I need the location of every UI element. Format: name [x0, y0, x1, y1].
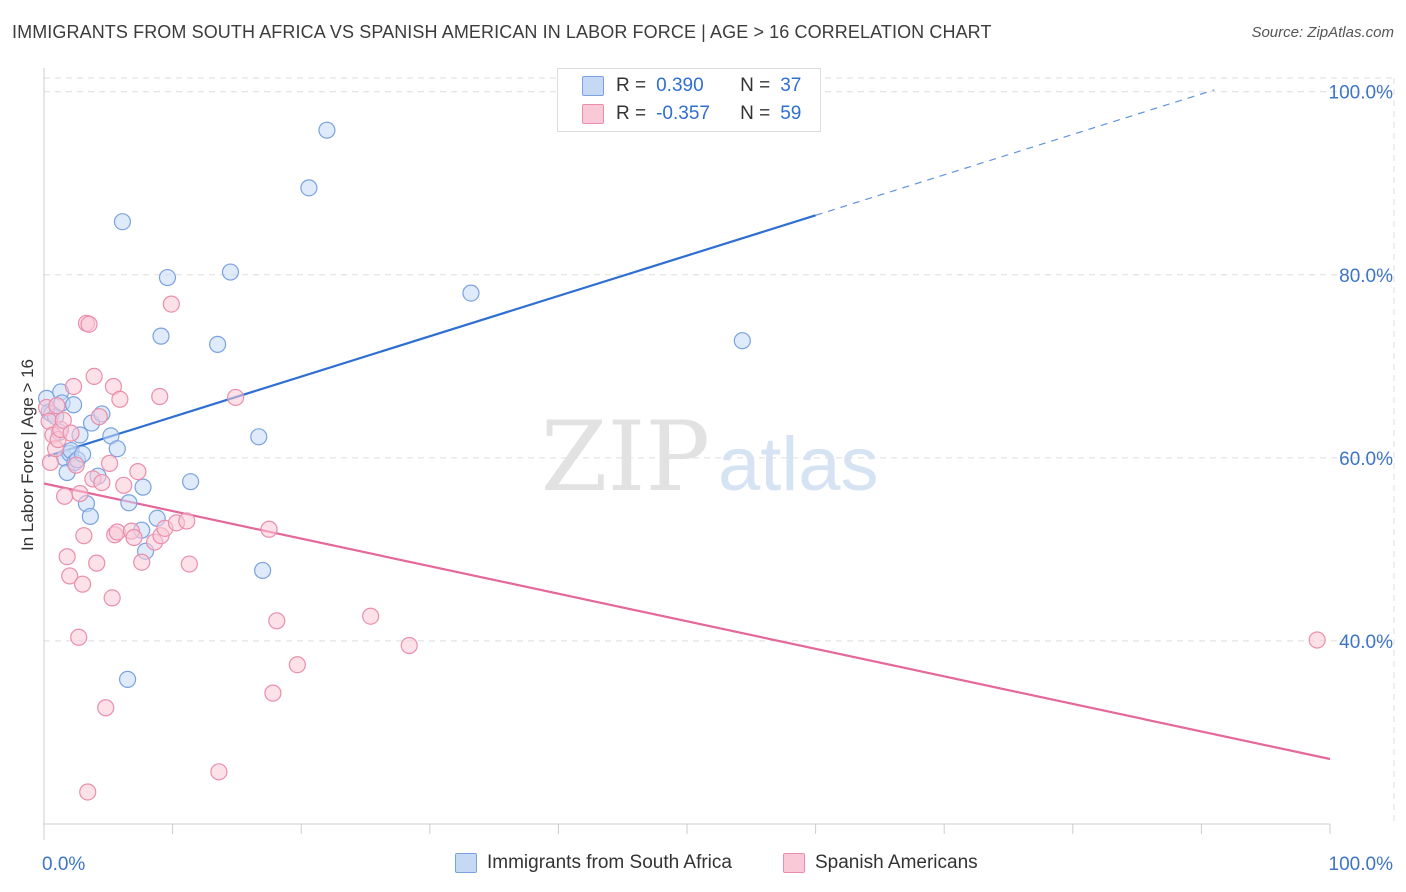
point-spanish-american: [111, 390, 129, 408]
point-south-africa: [182, 473, 200, 491]
source-label: Source: ZipAtlas.com: [1251, 24, 1394, 41]
point-spanish-american: [100, 454, 119, 472]
point-spanish-american: [67, 456, 85, 474]
legend-r-value: 0.390: [656, 75, 704, 96]
point-spanish-american: [362, 607, 380, 625]
trend-line-south-africa: [47, 214, 816, 458]
point-spanish-american: [129, 462, 147, 481]
point-spanish-american: [264, 684, 282, 702]
point-spanish-american: [260, 520, 278, 538]
point-south-africa: [300, 179, 318, 197]
legend-item-south-africa: Immigrants from South Africa: [455, 852, 732, 874]
legend-swatch-blue: [455, 853, 477, 873]
tick-labels: 40.0% 60.0% 80.0% 100.0% 0.0% 100.0%: [42, 83, 1393, 875]
y-tick-label: 60.0%: [1339, 449, 1393, 470]
y-tick-label: 40.0%: [1339, 632, 1393, 653]
point-spanish-american: [151, 387, 169, 406]
point-spanish-american: [80, 315, 98, 333]
data-points: [37, 121, 1326, 801]
legend-swatch-pink: [783, 853, 805, 873]
point-spanish-american: [97, 699, 115, 717]
point-south-africa: [209, 335, 227, 353]
legend-n-value: 59: [780, 103, 802, 124]
point-south-africa: [158, 268, 177, 287]
point-spanish-american: [62, 424, 80, 442]
point-spanish-american: [79, 783, 97, 801]
stats-legend: R = 0.390 N = 37 R = -0.357 N = 59: [557, 68, 821, 132]
trend-lines: [43, 89, 1331, 761]
x-tick-label: 100.0%: [1329, 854, 1394, 875]
legend-n-value: 37: [780, 75, 802, 96]
point-south-africa: [64, 396, 83, 414]
point-spanish-american: [61, 567, 79, 585]
point-spanish-american: [70, 628, 88, 646]
grid-lines: [44, 77, 1395, 824]
point-spanish-american: [162, 295, 180, 313]
watermark-zip: ZIP: [541, 401, 710, 513]
point-spanish-american: [93, 473, 111, 492]
point-south-africa: [113, 213, 132, 231]
x-tick-label: 0.0%: [42, 854, 85, 875]
chart-title: IMMIGRANTS FROM SOUTH AFRICA VS SPANISH …: [12, 22, 992, 42]
watermark-atlas: atlas: [718, 422, 879, 507]
y-tick-label: 100.0%: [1329, 83, 1394, 104]
legend-label: Spanish Americans: [815, 852, 978, 873]
point-spanish-american: [75, 527, 93, 545]
point-south-africa: [221, 263, 240, 281]
point-spanish-american: [1308, 631, 1326, 649]
point-spanish-american: [71, 484, 89, 503]
point-spanish-american: [73, 575, 92, 593]
point-spanish-american: [90, 408, 108, 426]
legend-swatch-pink: [582, 104, 604, 124]
point-south-africa: [108, 440, 126, 458]
point-spanish-american: [180, 555, 198, 573]
legend-label: Immigrants from South Africa: [487, 852, 732, 873]
point-spanish-american: [103, 589, 121, 607]
point-spanish-american: [227, 388, 245, 407]
point-spanish-american: [54, 411, 72, 429]
legend-row-south-africa: R = 0.390 N = 37: [558, 73, 801, 99]
legend-item-spanish-americans: Spanish Americans: [783, 852, 978, 874]
legend-n-label: N =: [740, 75, 771, 96]
point-south-africa: [318, 121, 336, 139]
axes: [43, 68, 1331, 840]
point-south-africa: [462, 284, 480, 302]
point-south-africa: [81, 507, 99, 526]
point-south-africa: [250, 428, 268, 446]
point-south-africa: [134, 478, 152, 496]
legend-row-spanish-americans: R = -0.357 N = 59: [558, 101, 801, 127]
legend-r-label: R =: [616, 103, 647, 124]
legend-r-value: -0.357: [656, 103, 710, 124]
legend-swatch-blue: [582, 76, 604, 96]
trend-line-south-africa-extension: [815, 89, 1215, 216]
point-spanish-american: [48, 397, 66, 415]
point-spanish-american: [400, 636, 418, 655]
point-spanish-american: [210, 763, 228, 781]
point-spanish-american: [288, 656, 306, 674]
point-spanish-american: [133, 553, 151, 571]
trend-line-spanish-americans: [43, 482, 1331, 761]
point-spanish-american: [178, 512, 196, 530]
y-tick-label: 80.0%: [1339, 266, 1393, 287]
point-spanish-american: [55, 487, 74, 505]
point-south-africa: [118, 670, 137, 688]
point-spanish-american: [88, 554, 106, 572]
series-legend: Immigrants from South Africa Spanish Ame…: [0, 852, 1406, 878]
point-south-africa: [254, 561, 272, 580]
point-spanish-american: [125, 528, 143, 547]
legend-r-label: R =: [616, 75, 647, 96]
point-spanish-american: [115, 476, 133, 494]
point-south-africa: [120, 494, 138, 512]
point-spanish-american: [85, 367, 103, 385]
legend-n-label: N =: [740, 103, 771, 124]
point-south-africa: [152, 327, 170, 345]
point-spanish-american: [64, 377, 83, 396]
point-spanish-american: [268, 612, 286, 630]
point-spanish-american: [58, 548, 76, 566]
point-south-africa: [733, 332, 751, 350]
